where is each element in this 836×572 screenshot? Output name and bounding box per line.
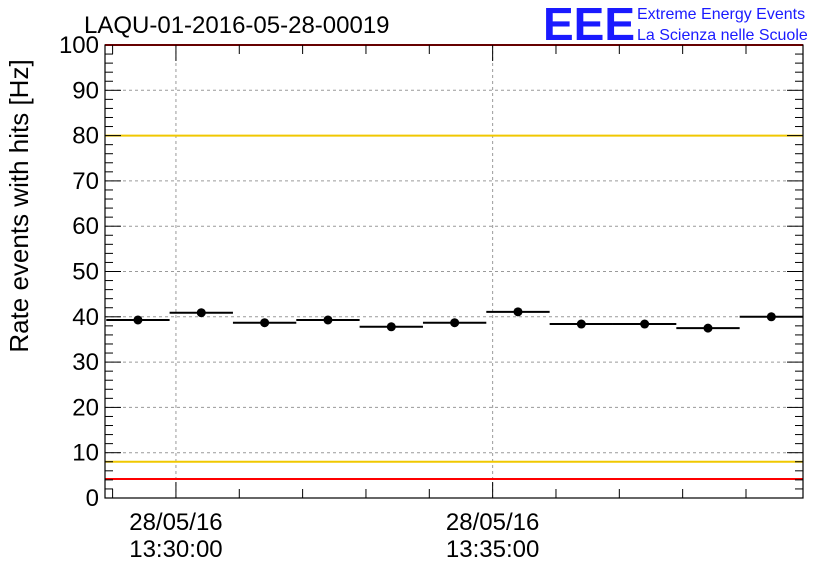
data-point-1 <box>196 308 206 318</box>
y-tick-label-4: 40 <box>72 304 99 331</box>
data-point-9 <box>703 323 713 333</box>
data-points <box>106 307 803 333</box>
data-point-3 <box>323 315 333 325</box>
y-tick-label-5: 50 <box>72 259 99 286</box>
y-tick-label-2: 20 <box>72 394 99 421</box>
x-tick-date-1: 28/05/16 <box>446 509 539 536</box>
chart-title: LAQU-01-2016-05-28-00019 <box>84 12 390 39</box>
y-tick-label-1: 10 <box>72 440 99 467</box>
x-tick-date-0: 28/05/16 <box>129 509 222 536</box>
tick-labels: 010203040506070809010028/05/1613:30:0028… <box>59 32 539 563</box>
data-point-0 <box>133 315 143 325</box>
data-point-8 <box>640 319 650 329</box>
x-tick-time-1: 13:35:00 <box>446 536 539 563</box>
y-tick-label-6: 60 <box>72 213 99 240</box>
y-tick-label-3: 30 <box>72 349 99 376</box>
y-tick-label-7: 70 <box>72 168 99 195</box>
logo-line-1: Extreme Energy Events <box>637 6 805 23</box>
data-point-4 <box>386 322 396 332</box>
y-tick-label-10: 100 <box>59 32 99 59</box>
data-point-6 <box>513 307 523 317</box>
y-tick-label-8: 80 <box>72 123 99 150</box>
data-point-7 <box>576 319 586 329</box>
axes <box>104 44 804 499</box>
logo-line-2: La Scienza nelle Scuole <box>637 27 808 44</box>
data-point-10 <box>766 312 776 322</box>
logo-mark: EEE <box>543 0 635 50</box>
x-tick-time-0: 13:30:00 <box>129 536 222 563</box>
grid-lines <box>105 45 803 498</box>
y-axis-label: Rate events with hits [Hz] <box>4 59 34 352</box>
data-point-5 <box>450 318 460 328</box>
eee-logo: EEE Extreme Energy Events La Scienza nel… <box>543 0 808 50</box>
data-point-2 <box>260 318 270 328</box>
reference-lines <box>105 44 803 480</box>
y-tick-label-9: 90 <box>72 77 99 104</box>
y-tick-label-0: 0 <box>86 485 99 512</box>
